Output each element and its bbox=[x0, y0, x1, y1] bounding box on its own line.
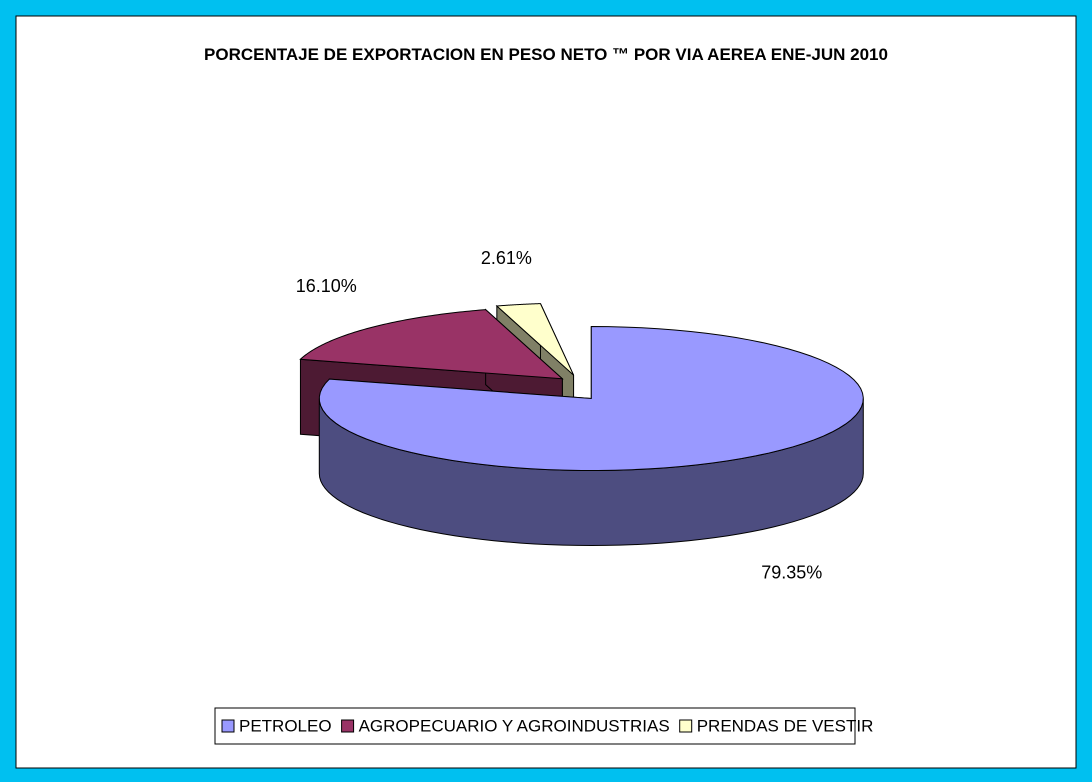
slice-top bbox=[318, 326, 864, 471]
legend-swatch bbox=[341, 719, 355, 733]
slice-top bbox=[495, 303, 574, 376]
legend-swatch bbox=[679, 719, 693, 733]
slice bbox=[318, 326, 864, 547]
legend-swatch bbox=[221, 719, 235, 733]
data-label: 2.61% bbox=[481, 248, 532, 268]
legend-label: PETROLEO bbox=[239, 716, 332, 735]
chart-title: PORCENTAJE DE EXPORTACION EN PESO NETO ™… bbox=[204, 45, 888, 64]
slice-top bbox=[299, 309, 564, 380]
title-box: PORCENTAJE DE EXPORTACION EN PESO NETO ™… bbox=[204, 45, 888, 64]
legend-label: PRENDAS DE VESTIR bbox=[697, 716, 874, 735]
data-label: 79.35% bbox=[761, 562, 822, 582]
legend-box bbox=[214, 707, 856, 745]
data-label: 16.10% bbox=[296, 276, 357, 296]
legend: PETROLEO AGROPECUARIO Y AGROINDUSTRIAS PRE… bbox=[221, 716, 874, 735]
legend-label: AGROPECUARIO Y AGROINDUSTRIAS bbox=[359, 716, 670, 735]
